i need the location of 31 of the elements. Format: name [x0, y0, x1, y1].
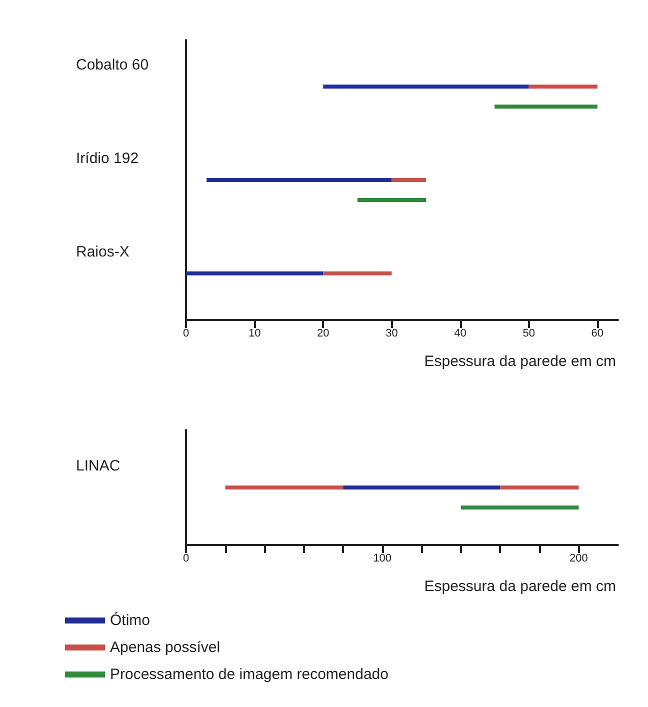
bar [186, 271, 324, 276]
x-tick-label: 100 [373, 552, 392, 564]
bar [357, 198, 426, 202]
x-tick-label: 60 [591, 328, 604, 340]
bar [323, 84, 529, 89]
bar [500, 486, 579, 490]
bar [323, 271, 392, 276]
y-tick-label: LINAC [76, 458, 120, 474]
x-tick-label: 0 [182, 552, 190, 564]
legend-label: Apenas possível [110, 639, 220, 656]
bar [206, 178, 392, 182]
legend-label: Ótimo [110, 611, 150, 629]
bar [225, 486, 344, 490]
y-tick-label: Raios-X [76, 243, 130, 260]
bar [528, 84, 598, 89]
bar [494, 104, 598, 109]
x-axis-title: Espessura da parede em cm [424, 578, 616, 595]
bar [460, 506, 579, 510]
x-tick-label: 200 [570, 552, 588, 564]
bar [343, 486, 500, 490]
legend-label: Processamento de imagem recomendado [110, 666, 388, 683]
bar [392, 178, 426, 182]
x-tick-label: 40 [454, 328, 466, 340]
y-tick-label: Irídio 192 [76, 150, 139, 167]
y-tick-label: Cobalto 60 [76, 56, 149, 74]
x-tick-label: 0 [182, 328, 190, 340]
x-tick-label: 20 [317, 328, 330, 340]
x-tick-label: 50 [522, 328, 535, 340]
x-tick-label: 30 [386, 328, 398, 340]
x-tick-label: 10 [248, 328, 261, 340]
x-axis-title: Espessura da parede em cm [424, 353, 616, 370]
